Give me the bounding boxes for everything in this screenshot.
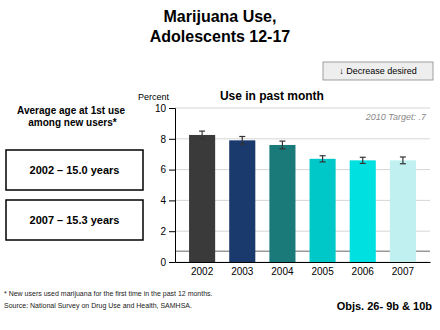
panel-box: 2002 – 15.0 years bbox=[6, 150, 143, 190]
panel-box: 2007 – 15.3 years bbox=[6, 200, 143, 240]
error-bar bbox=[239, 136, 245, 144]
subtitle: Use in past month bbox=[220, 89, 324, 103]
title: Marijuana Use, bbox=[164, 8, 277, 25]
bar bbox=[310, 159, 336, 262]
bar bbox=[269, 145, 295, 262]
error-bar-cap bbox=[239, 144, 245, 145]
target-label: 2010 Target: .7 bbox=[365, 112, 427, 122]
footnote: * New users used marijuana for the first… bbox=[4, 290, 213, 298]
x-tick: 2006 bbox=[352, 266, 375, 277]
error-bar-stem bbox=[402, 157, 403, 164]
axis-domain bbox=[176, 262, 431, 263]
error-bar bbox=[400, 157, 406, 164]
x-tick: 2002 bbox=[191, 266, 214, 277]
y-tick: 4 bbox=[160, 195, 175, 206]
tick-mark bbox=[169, 139, 175, 140]
tick-mark bbox=[169, 108, 175, 109]
annotation: Objs. 26- 9b & 10b bbox=[337, 300, 433, 312]
error-bar-cap bbox=[279, 141, 285, 142]
bar bbox=[229, 140, 255, 262]
panel-box-frame bbox=[6, 150, 143, 190]
error-bar-stem bbox=[202, 131, 203, 139]
tick-label: 2004 bbox=[271, 266, 294, 277]
tick-label: 2006 bbox=[352, 266, 375, 277]
error-bar bbox=[360, 157, 366, 163]
bar bbox=[350, 160, 376, 262]
y-tick: 2 bbox=[160, 226, 175, 237]
error-bar-cap bbox=[400, 163, 406, 164]
tick-label: 2003 bbox=[231, 266, 254, 277]
error-bar-stem bbox=[362, 157, 363, 163]
tick-label: 4 bbox=[160, 195, 166, 206]
tick-label: 2007 bbox=[392, 266, 415, 277]
y-tick: 0 bbox=[160, 257, 175, 268]
tick-label: 2005 bbox=[311, 266, 334, 277]
decrease-box: ↓ Decrease desired bbox=[323, 62, 433, 80]
decrease-box-frame bbox=[323, 62, 433, 80]
tick-mark bbox=[169, 170, 175, 171]
error-bar-cap bbox=[320, 155, 326, 156]
error-bar-cap bbox=[239, 136, 245, 137]
y-tick: 10 bbox=[155, 103, 175, 114]
grid bbox=[175, 108, 430, 262]
tick-label: 2 bbox=[160, 226, 166, 237]
y-label: Percent bbox=[138, 92, 170, 102]
tick-label: 6 bbox=[160, 164, 166, 175]
tick-label: 0 bbox=[160, 257, 166, 268]
error-bar-stem bbox=[242, 136, 243, 144]
y-tick: 6 bbox=[160, 164, 175, 175]
y-tick: 8 bbox=[160, 134, 175, 145]
bar bbox=[189, 135, 215, 262]
panel-box-text: 2007 – 15.3 years bbox=[30, 214, 120, 226]
error-bar bbox=[279, 141, 285, 149]
tick-mark bbox=[169, 200, 175, 201]
tick-label: 8 bbox=[160, 134, 166, 145]
title: Adolescents 12-17 bbox=[150, 28, 291, 45]
error-bar-cap bbox=[360, 163, 366, 164]
marks bbox=[175, 131, 430, 262]
error-bar-cap bbox=[400, 156, 406, 157]
bar bbox=[390, 160, 416, 262]
error-bar-cap bbox=[199, 138, 205, 139]
tick-mark bbox=[169, 262, 175, 263]
panel-box-text: 2002 – 15.0 years bbox=[30, 164, 120, 176]
chart: Marijuana Use, Adolescents 12-17 ↓ Decreas… bbox=[0, 0, 440, 330]
x-tick: 2003 bbox=[231, 266, 254, 277]
panel-title: Average age at 1st use among new users* bbox=[17, 105, 128, 128]
tick-label: 10 bbox=[155, 103, 167, 114]
annotation: ↓ Decrease desired bbox=[339, 66, 417, 76]
error-bar bbox=[199, 131, 205, 139]
x-tick: 2005 bbox=[311, 266, 334, 277]
tick-label: 2002 bbox=[191, 266, 214, 277]
x-tick: 2007 bbox=[392, 266, 415, 277]
x-axis: 2002 2003 2004 2005 2006 2007 bbox=[176, 263, 431, 278]
error-bar-cap bbox=[199, 131, 205, 132]
error-bar-stem bbox=[282, 141, 283, 149]
error-bar-cap bbox=[279, 148, 285, 149]
error-bar-cap bbox=[360, 157, 366, 158]
panel-box-frame bbox=[6, 200, 143, 240]
error-bar-stem bbox=[322, 156, 323, 162]
grid-line bbox=[175, 108, 430, 109]
error-bar bbox=[320, 156, 326, 162]
tick-mark bbox=[169, 231, 175, 232]
footnote: Source: National Survey on Drug Use and … bbox=[4, 302, 192, 310]
error-bar-cap bbox=[320, 161, 326, 162]
y-axis: 0 2 4 6 8 10 bbox=[155, 103, 176, 268]
axis-domain bbox=[169, 109, 176, 263]
x-tick: 2004 bbox=[271, 266, 294, 277]
